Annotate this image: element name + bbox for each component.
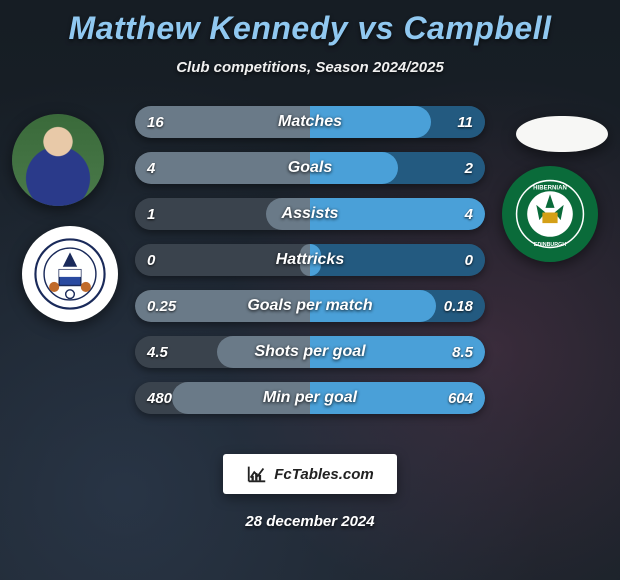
player1-avatar <box>12 114 104 206</box>
stat-value-right: 2 <box>453 152 485 184</box>
player1-name: Matthew Kennedy <box>69 10 349 46</box>
stat-value-right: 8.5 <box>440 336 485 368</box>
player2-avatar <box>516 116 608 152</box>
stat-value-right: 11 <box>445 106 485 138</box>
stats-area: HIBERNIAN EDINBURGH 1611Matches42Goals14… <box>0 106 620 436</box>
stat-value-left: 0.25 <box>135 290 188 322</box>
stat-row: 480604Min per goal <box>135 382 485 414</box>
stat-row: 0.250.18Goals per match <box>135 290 485 322</box>
vs-text: vs <box>357 10 394 46</box>
hibernian-crest-icon: HIBERNIAN EDINBURGH <box>512 176 588 252</box>
chart-icon <box>246 463 268 485</box>
footer-date: 28 december 2024 <box>0 513 620 530</box>
subtitle: Club competitions, Season 2024/2025 <box>0 59 620 76</box>
stat-value-left: 0 <box>135 244 167 276</box>
player2-club-logo: HIBERNIAN EDINBURGH <box>502 166 598 262</box>
svg-text:EDINBURGH: EDINBURGH <box>534 242 566 248</box>
comparison-card: Matthew Kennedy vs Campbell Club competi… <box>0 0 620 580</box>
player1-club-logo <box>22 226 118 322</box>
stat-value-right: 0.18 <box>432 290 485 322</box>
stat-row: 42Goals <box>135 152 485 184</box>
player1-avatar-img <box>12 114 104 206</box>
stat-value-right: 0 <box>453 244 485 276</box>
page-title: Matthew Kennedy vs Campbell <box>0 0 620 47</box>
stat-value-left: 16 <box>135 106 176 138</box>
stat-value-left: 1 <box>135 198 167 230</box>
kilmarnock-crest-icon <box>34 238 106 310</box>
stat-value-left: 4 <box>135 152 167 184</box>
stat-row: 1611Matches <box>135 106 485 138</box>
brand-text: FcTables.com <box>274 466 373 483</box>
stat-row: 4.58.5Shots per goal <box>135 336 485 368</box>
stat-row: 14Assists <box>135 198 485 230</box>
stat-row: 00Hattricks <box>135 244 485 276</box>
stat-value-left: 4.5 <box>135 336 180 368</box>
stat-value-right: 4 <box>453 198 485 230</box>
stat-bars: 1611Matches42Goals14Assists00Hattricks0.… <box>135 106 485 428</box>
stat-value-right: 604 <box>436 382 485 414</box>
svg-text:HIBERNIAN: HIBERNIAN <box>533 185 567 192</box>
brand-badge[interactable]: FcTables.com <box>223 454 397 494</box>
player2-name: Campbell <box>403 10 551 46</box>
stat-value-left: 480 <box>135 382 184 414</box>
